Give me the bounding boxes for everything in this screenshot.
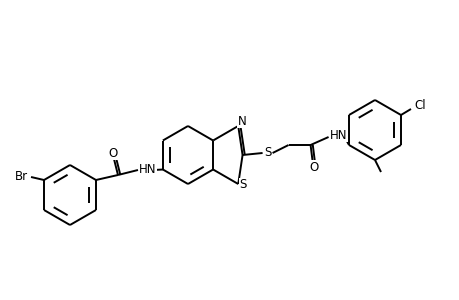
Text: S: S — [263, 146, 271, 158]
Text: Cl: Cl — [413, 98, 425, 112]
Text: HN: HN — [139, 163, 157, 176]
Text: Br: Br — [14, 169, 28, 182]
Text: N: N — [237, 115, 246, 128]
Text: HN: HN — [329, 128, 347, 142]
Text: S: S — [239, 178, 246, 191]
Text: O: O — [308, 160, 318, 173]
Text: O: O — [108, 146, 118, 160]
